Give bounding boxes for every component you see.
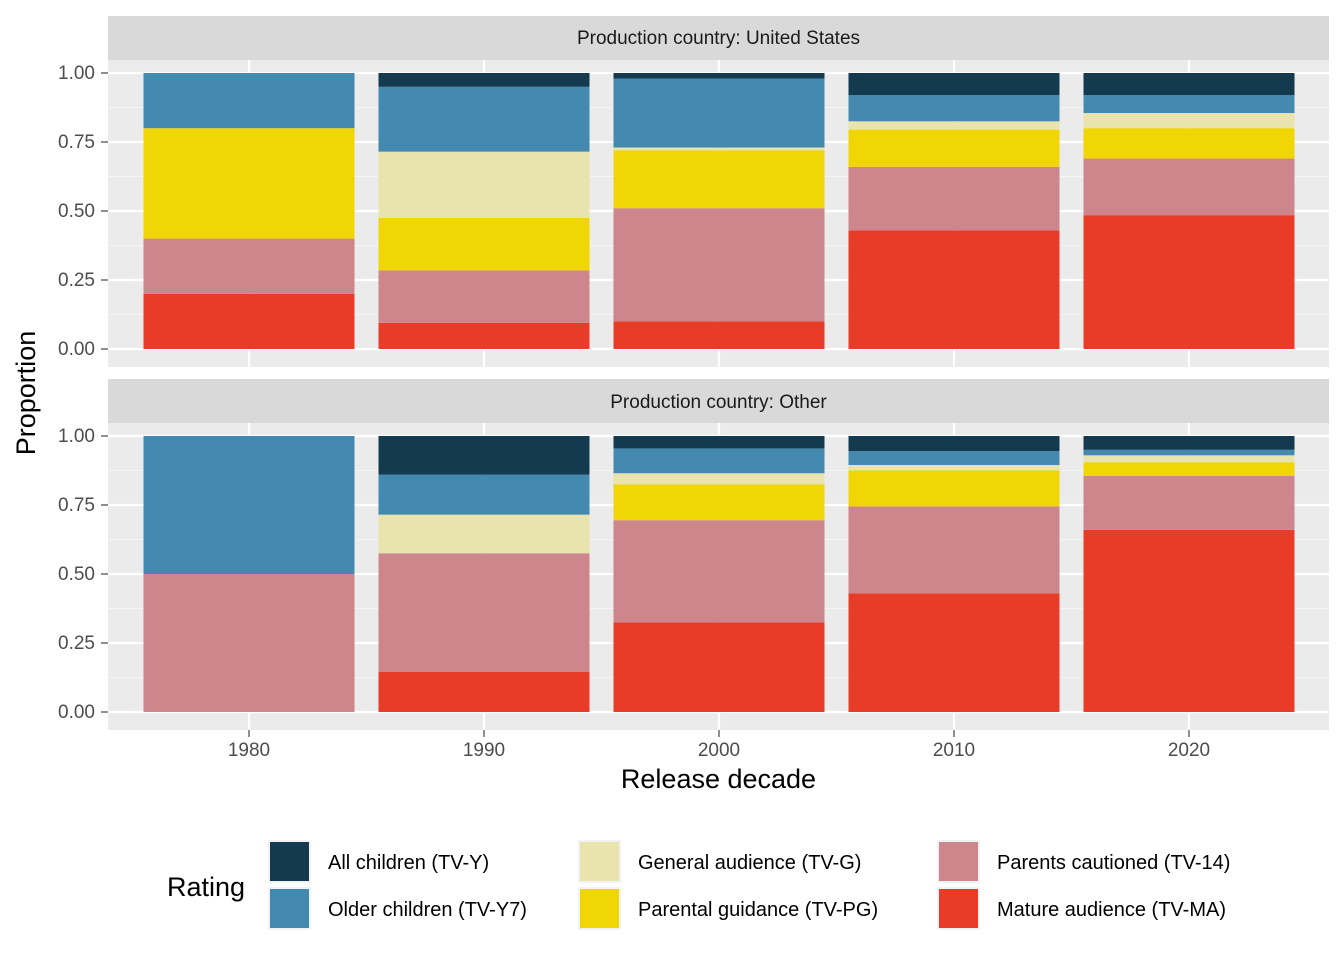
bar-segment-parental-guidance-tv-pg-2010 bbox=[848, 470, 1060, 507]
y-tick-label: 0.00 bbox=[58, 339, 95, 360]
bar-segment-mature-audience-tv-ma-1990 bbox=[378, 322, 590, 349]
bar-segment-parents-cautioned-tv-14-1990 bbox=[378, 270, 590, 323]
legend-swatch bbox=[939, 889, 978, 928]
bar-segment-parental-guidance-tv-pg-2010 bbox=[848, 129, 1060, 167]
bar-segment-parents-cautioned-tv-14-1980 bbox=[143, 574, 355, 712]
bar-segment-mature-audience-tv-ma-2000 bbox=[613, 622, 825, 712]
bar-segment-general-audience-tv-g-2020 bbox=[1083, 113, 1295, 129]
legend-label: All children (TV-Y) bbox=[328, 852, 489, 874]
bar-segment-general-audience-tv-g-2010 bbox=[848, 121, 1060, 130]
legend-label: General audience (TV-G) bbox=[638, 852, 861, 874]
bar-segment-older-children-tv-y7-2000 bbox=[613, 78, 825, 148]
bar-segment-general-audience-tv-g-1990 bbox=[378, 151, 590, 218]
x-tick-label: 2010 bbox=[933, 740, 975, 761]
y-tick-label: 0.75 bbox=[58, 132, 95, 153]
panel-strip bbox=[108, 379, 1329, 423]
bar-segment-parental-guidance-tv-pg-2020 bbox=[1083, 462, 1295, 477]
legend-swatch bbox=[939, 842, 978, 881]
bar-segment-older-children-tv-y7-1980 bbox=[143, 436, 355, 574]
legend-label: Older children (TV-Y7) bbox=[328, 899, 527, 921]
legend-swatch bbox=[580, 842, 619, 881]
bar-segment-general-audience-tv-g-2000 bbox=[613, 473, 825, 485]
legend-label: Parental guidance (TV-PG) bbox=[638, 899, 878, 921]
bar-segment-mature-audience-tv-ma-1990 bbox=[378, 671, 590, 712]
legend-swatch bbox=[270, 842, 309, 881]
y-tick-label: 0.50 bbox=[58, 201, 95, 222]
panel-strip-label: Production country: Other bbox=[610, 392, 827, 413]
x-tick-label: 1990 bbox=[463, 740, 505, 761]
bar-segment-all-children-tv-y-2020 bbox=[1083, 73, 1295, 96]
y-tick-label: 1.00 bbox=[58, 426, 95, 447]
legend-swatch bbox=[270, 889, 309, 928]
bar-segment-all-children-tv-y-1990 bbox=[378, 436, 590, 475]
bar-segment-parents-cautioned-tv-14-2000 bbox=[613, 520, 825, 623]
x-tick-label: 2020 bbox=[1168, 740, 1210, 761]
bar-segment-parental-guidance-tv-pg-1990 bbox=[378, 217, 590, 271]
bar-segment-parents-cautioned-tv-14-1990 bbox=[378, 553, 590, 672]
bar-segment-mature-audience-tv-ma-2020 bbox=[1083, 215, 1295, 349]
bar-segment-mature-audience-tv-ma-2010 bbox=[848, 230, 1060, 349]
legend-label: Parents cautioned (TV-14) bbox=[997, 852, 1230, 874]
bar-segment-parents-cautioned-tv-14-2020 bbox=[1083, 158, 1295, 216]
x-tick-label: 1980 bbox=[228, 740, 270, 761]
bar-segment-parents-cautioned-tv-14-1980 bbox=[143, 238, 355, 294]
bar-segment-all-children-tv-y-2020 bbox=[1083, 436, 1295, 450]
x-axis-ticks: 1980 1990 2000 2010 2020 bbox=[228, 730, 1210, 761]
bar-segment-all-children-tv-y-2010 bbox=[848, 436, 1060, 452]
bar-segment-parental-guidance-tv-pg-2000 bbox=[613, 484, 825, 521]
bar-segment-all-children-tv-y-1990 bbox=[378, 73, 590, 87]
panel-strip-label: Production country: United States bbox=[577, 28, 860, 49]
bar-segment-mature-audience-tv-ma-2000 bbox=[613, 321, 825, 349]
legend: Rating All children (TV-Y) Older children… bbox=[167, 840, 1230, 930]
panel-bars bbox=[143, 73, 1295, 349]
x-axis-title: Release decade bbox=[621, 764, 816, 794]
bar-segment-older-children-tv-y7-2000 bbox=[613, 448, 825, 474]
y-tick-label: 0.75 bbox=[58, 495, 95, 516]
bar-segment-older-children-tv-y7-2010 bbox=[848, 95, 1060, 122]
y-axis-title: Proportion bbox=[11, 331, 41, 456]
bar-segment-mature-audience-tv-ma-1980 bbox=[143, 293, 355, 349]
bar-segment-parents-cautioned-tv-14-2010 bbox=[848, 506, 1060, 594]
bar-segment-general-audience-tv-g-2000 bbox=[613, 147, 825, 151]
legend-items: All children (TV-Y) Older children (TV-Y7… bbox=[268, 840, 1230, 930]
y-tick-label: 0.25 bbox=[58, 270, 95, 291]
legend-label: Mature audience (TV-MA) bbox=[997, 899, 1226, 921]
bar-segment-older-children-tv-y7-1980 bbox=[143, 73, 355, 129]
bar-segment-all-children-tv-y-2010 bbox=[848, 73, 1060, 96]
bar-segment-mature-audience-tv-ma-2010 bbox=[848, 593, 1060, 712]
y-tick-label: 0.50 bbox=[58, 564, 95, 585]
bar-segment-older-children-tv-y7-2020 bbox=[1083, 449, 1295, 456]
bar-segment-older-children-tv-y7-2020 bbox=[1083, 95, 1295, 114]
x-tick-label: 2000 bbox=[698, 740, 740, 761]
bar-segment-parental-guidance-tv-pg-2000 bbox=[613, 150, 825, 209]
bar-segment-older-children-tv-y7-1990 bbox=[378, 474, 590, 515]
panel-united-states: Production country: United States 0.000.… bbox=[58, 16, 1329, 367]
bar-segment-all-children-tv-y-2000 bbox=[613, 436, 825, 449]
y-tick-label: 0.00 bbox=[58, 702, 95, 723]
panel-bars bbox=[143, 436, 1295, 712]
y-axis-ticks: 0.00 0.25 0.50 0.75 1.00 bbox=[58, 426, 108, 723]
legend-swatch bbox=[580, 889, 619, 928]
bar-segment-parental-guidance-tv-pg-1980 bbox=[143, 128, 355, 239]
bar-segment-parents-cautioned-tv-14-2020 bbox=[1083, 476, 1295, 530]
bar-segment-general-audience-tv-g-2020 bbox=[1083, 455, 1295, 463]
bar-segment-parental-guidance-tv-pg-2020 bbox=[1083, 128, 1295, 159]
bar-segment-parents-cautioned-tv-14-2000 bbox=[613, 208, 825, 322]
y-tick-label: 1.00 bbox=[58, 63, 95, 84]
bar-segment-mature-audience-tv-ma-2020 bbox=[1083, 529, 1295, 712]
y-axis-ticks: 0.00 0.25 0.50 0.75 1.00 bbox=[58, 63, 108, 360]
bar-segment-general-audience-tv-g-2010 bbox=[848, 464, 1060, 471]
bar-segment-older-children-tv-y7-1990 bbox=[378, 86, 590, 152]
bar-segment-general-audience-tv-g-1990 bbox=[378, 514, 590, 554]
bar-segment-parents-cautioned-tv-14-2010 bbox=[848, 166, 1060, 231]
panel-strip bbox=[108, 16, 1329, 60]
panel-other: Production country: Other 0.000.250.500.… bbox=[58, 379, 1329, 730]
bar-segment-all-children-tv-y-2000 bbox=[613, 73, 825, 79]
bar-segment-older-children-tv-y7-2010 bbox=[848, 451, 1060, 465]
y-tick-label: 0.25 bbox=[58, 633, 95, 654]
legend-title: Rating bbox=[167, 872, 245, 902]
